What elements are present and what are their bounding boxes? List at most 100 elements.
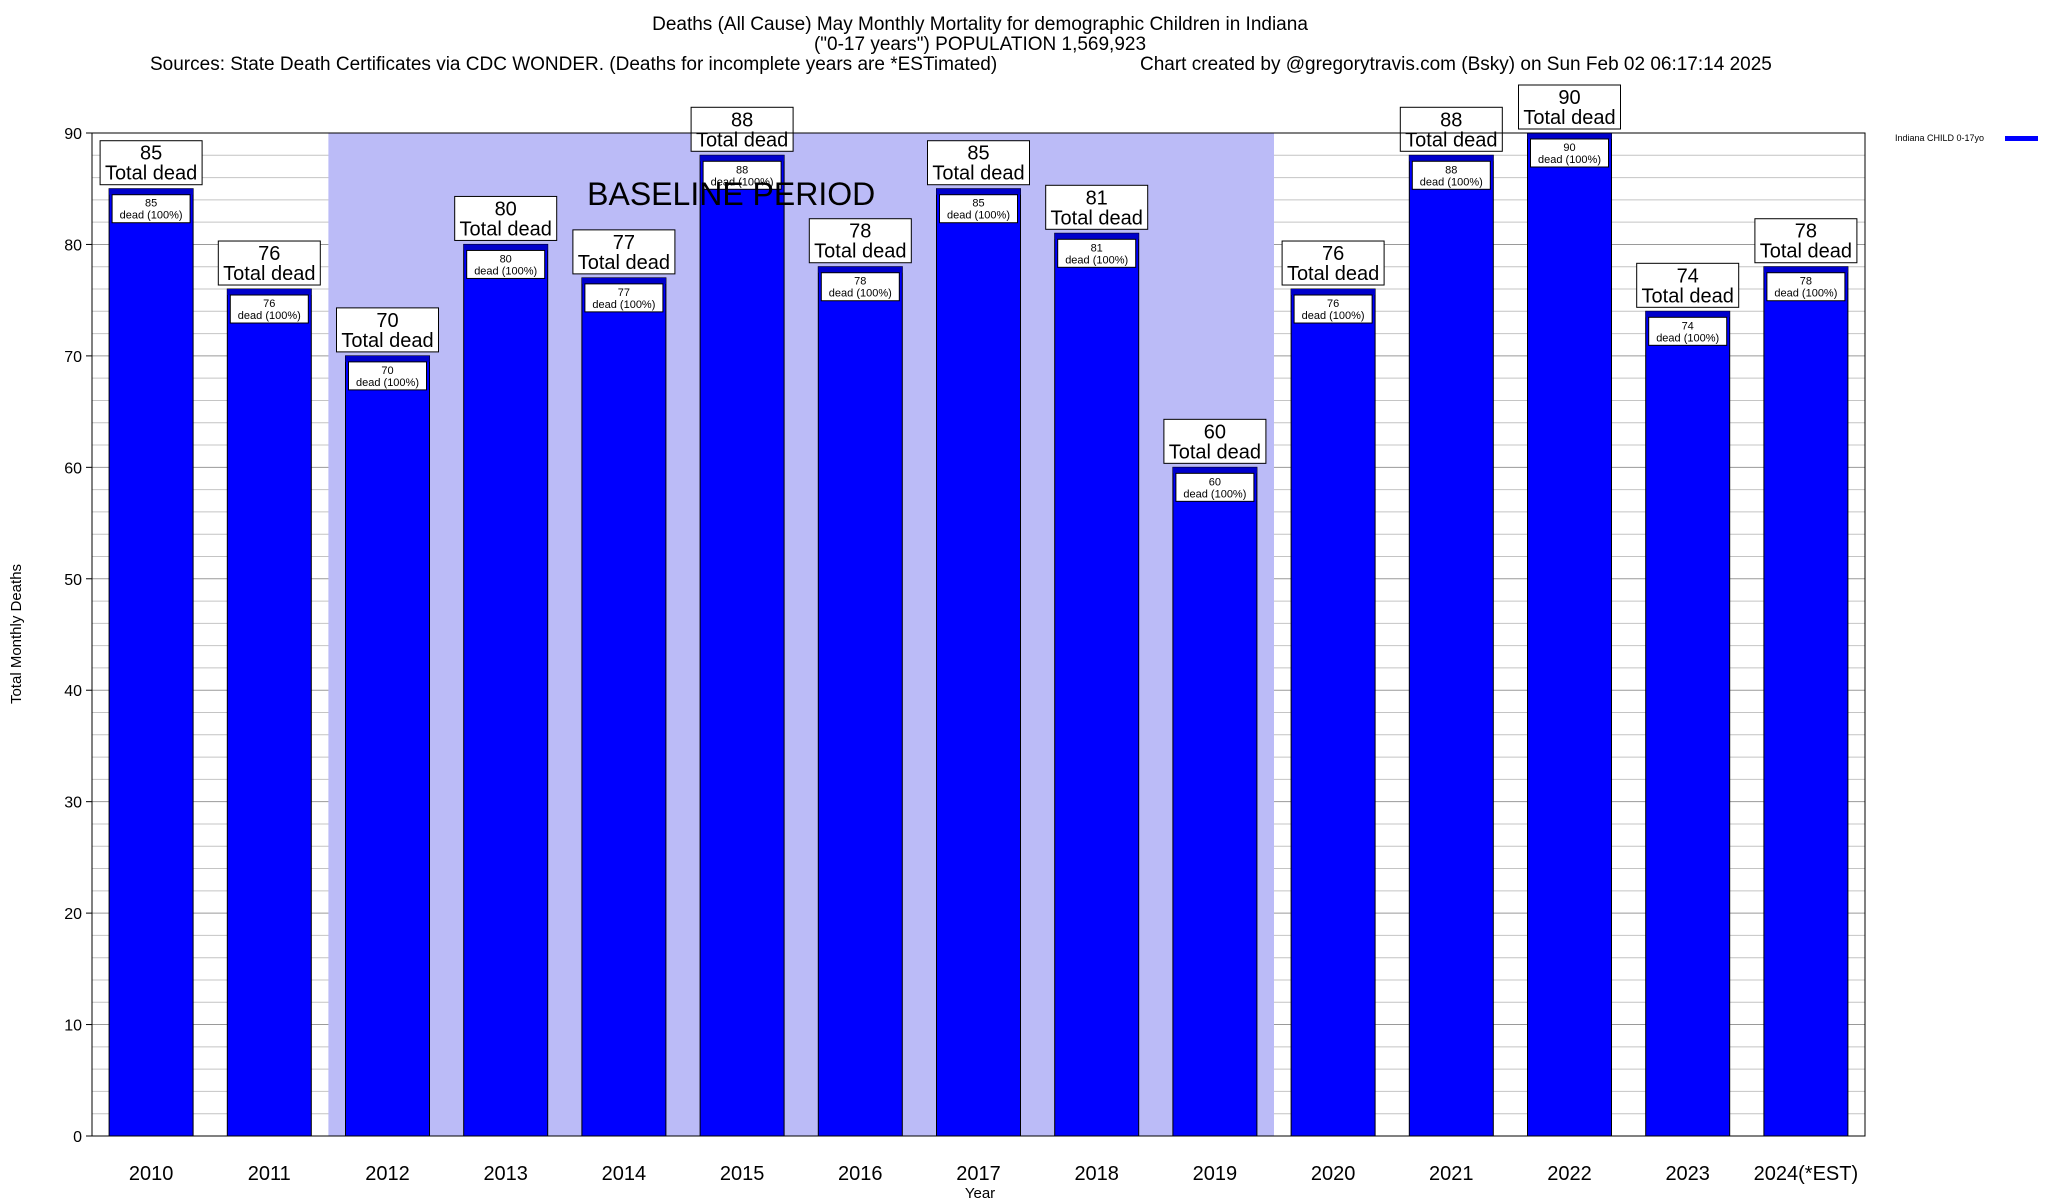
bar: [345, 355, 430, 1137]
bar-total-label-box: [1518, 84, 1621, 130]
bar-inner-value: 78: [1800, 276, 1812, 288]
bar: [1172, 466, 1258, 1137]
bar-total-caption: Total dead: [1760, 241, 1852, 263]
bar-inner-label-box: [348, 361, 427, 391]
bar-total-caption: Total dead: [223, 263, 315, 285]
bar-inner-value: 60: [1209, 476, 1221, 488]
bar-total-caption: Total dead: [1642, 285, 1734, 307]
bar-total-label-box: [572, 229, 676, 275]
bar-cap: [1172, 467, 1257, 474]
bar-total-caption: Total dead: [1051, 207, 1143, 229]
bar-total-label-box: [808, 218, 912, 264]
bar-inner-value: 76: [263, 298, 275, 310]
x-tick-label: 2021: [1429, 1163, 1474, 1185]
bar-inner-label-box: [1293, 294, 1373, 324]
bar-total-value: 80: [495, 198, 517, 220]
bar-total-label-box: [1754, 218, 1858, 264]
x-tick-label: 2018: [1074, 1163, 1119, 1185]
x-tick-label: 2017: [956, 1163, 1001, 1185]
bar-inner-caption: dead (100%): [1065, 254, 1128, 266]
bar: [226, 288, 312, 1137]
bar-inner-label-box: [1411, 160, 1491, 190]
bar-cap: [1409, 155, 1494, 162]
bar-inner-caption: dead (100%): [1656, 332, 1719, 344]
bar-total-label-box: [1281, 240, 1385, 286]
y-tick-label: 0: [73, 1129, 82, 1146]
bar: [108, 188, 194, 1137]
bar-total-value: 70: [376, 310, 398, 332]
bar-inner-caption: dead (100%): [474, 265, 537, 277]
bar-inner-caption: dead (100%): [1183, 488, 1246, 500]
bar-total-caption: Total dead: [460, 218, 552, 240]
bar: [1763, 266, 1849, 1137]
bar-total-value: 78: [1795, 221, 1817, 243]
bar: [1054, 232, 1140, 1137]
x-axis-title: Year: [965, 1185, 995, 1200]
y-axis-title: Total Monthly Deaths: [8, 564, 25, 704]
bar: [1408, 154, 1494, 1137]
chart-subtitle: ("0-17 years") POPULATION 1,569,923: [813, 34, 1147, 55]
bar-cap: [818, 266, 903, 273]
bar-inner-value: 81: [1091, 242, 1103, 254]
legend-label: Indiana CHILD 0-17yo: [1895, 133, 1984, 143]
bar-inner-caption: dead (100%): [1302, 310, 1365, 322]
bar-inner-value: 78: [854, 276, 866, 288]
chart-sources: Sources: State Death Certificates via CD…: [150, 54, 998, 75]
bar-total-value: 76: [1322, 243, 1344, 265]
bar-inner-label-box: [584, 283, 664, 313]
chart-credit: Chart created by @gregorytravis.com (Bsk…: [1140, 54, 1772, 75]
bar-total-label-box: [217, 240, 321, 286]
bar: [1527, 132, 1612, 1137]
bar-cap: [1645, 311, 1730, 318]
y-tick-label: 20: [64, 906, 82, 923]
legend-swatch: [2005, 136, 2038, 141]
y-tick-label: 80: [64, 237, 82, 254]
bar-total-value: 76: [258, 243, 280, 265]
bar-inner-caption: dead (100%): [120, 210, 183, 222]
x-tick-label: 2012: [365, 1163, 410, 1185]
bar-cap: [936, 188, 1021, 195]
bar-inner-label-box: [702, 160, 782, 190]
bar-inner-label-box: [939, 194, 1018, 224]
bar-cap: [1763, 266, 1848, 273]
bar-total-caption: Total dead: [696, 129, 788, 151]
bar-cap: [345, 355, 430, 362]
bar-total-value: 88: [731, 109, 753, 131]
x-tick-label: 2023: [1665, 1163, 1710, 1185]
bar-total-value: 85: [967, 143, 989, 165]
x-tick-label: 2013: [483, 1163, 528, 1185]
y-tick-label: 70: [64, 349, 82, 366]
bar-total-caption: Total dead: [1169, 441, 1261, 463]
bar-inner-value: 76: [1327, 298, 1339, 310]
bar-total-value: 88: [1440, 109, 1462, 131]
bar-cap: [109, 188, 194, 195]
bar-total-label-box: [336, 307, 439, 353]
bar-total-label-box: [690, 106, 794, 152]
bar-cap: [700, 155, 785, 162]
bar-inner-caption: dead (100%): [238, 310, 301, 322]
bar-inner-value: 85: [145, 198, 157, 210]
bar-inner-caption: dead (100%): [356, 377, 419, 389]
plot-frame: [91, 132, 1866, 1137]
bar-total-caption: Total dead: [1523, 107, 1615, 129]
bar-total-caption: Total dead: [105, 163, 197, 185]
x-tick-label: 2011: [248, 1163, 291, 1185]
bar: [463, 243, 549, 1137]
y-tick-label: 60: [64, 460, 82, 477]
y-tick-label: 40: [64, 683, 82, 700]
bar: [1645, 310, 1731, 1137]
bar-total-label-box: [1636, 262, 1740, 308]
baseline-period-label: BASELINE PERIOD: [587, 176, 875, 212]
bar-total-label-box: [99, 140, 203, 186]
bar-inner-label-box: [466, 249, 546, 279]
bar-inner-label-box: [1057, 238, 1137, 268]
bar: [699, 154, 785, 1137]
bar-inner-value: 88: [1445, 164, 1457, 176]
bar-total-label-box: [927, 140, 1030, 186]
bar-inner-value: 80: [500, 253, 512, 265]
bar-cap: [227, 289, 312, 296]
bar-inner-value: 74: [1682, 320, 1694, 332]
bar-cap: [1291, 289, 1376, 296]
bar-inner-caption: dead (100%): [947, 210, 1010, 222]
